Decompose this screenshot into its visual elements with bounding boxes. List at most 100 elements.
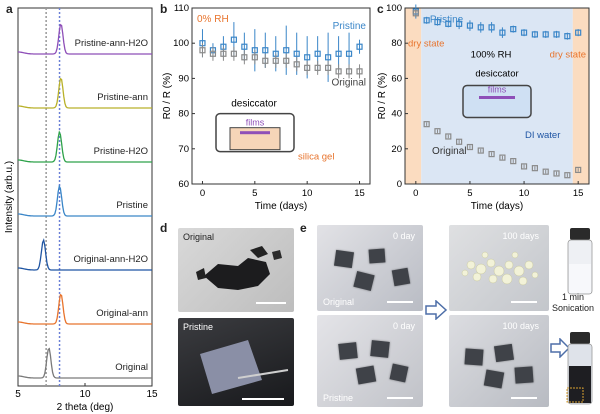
data-point xyxy=(335,50,342,57)
xrd-series-line xyxy=(18,23,152,55)
desiccator-box xyxy=(215,112,295,153)
data-point xyxy=(314,64,321,71)
y-tick-label: 20 xyxy=(391,144,402,155)
y-tick-label: 80 xyxy=(178,109,189,120)
data-point xyxy=(542,168,549,175)
series-label: Pristine-ann xyxy=(97,92,148,103)
data-point xyxy=(575,166,582,174)
xrd-series-line xyxy=(18,238,152,271)
photo-original-flakes: Original xyxy=(178,228,294,312)
y-tick-label: 80 xyxy=(391,38,402,49)
film-graphic xyxy=(200,340,289,394)
data-point xyxy=(356,68,363,75)
data-point xyxy=(356,43,363,50)
plot-frame xyxy=(191,7,371,185)
day-label: 100 days xyxy=(502,231,539,241)
data-point xyxy=(456,20,463,27)
data-point xyxy=(293,61,300,68)
day-label: 0 day xyxy=(392,231,415,241)
data-point xyxy=(445,133,452,140)
data-point xyxy=(575,29,582,36)
data-point xyxy=(325,64,332,71)
data-point xyxy=(531,31,538,38)
data-point xyxy=(325,54,332,61)
data-point xyxy=(466,143,474,151)
y-tick-label: 40 xyxy=(391,109,402,120)
y-axis-label: R0 / R (%) xyxy=(162,73,173,120)
day-label: 0 day xyxy=(392,321,415,331)
x-tick-label: 10 xyxy=(519,188,530,199)
data-point xyxy=(434,18,441,26)
scale-bar xyxy=(511,397,537,399)
film-bar xyxy=(240,131,270,135)
data-point xyxy=(230,36,237,43)
data-point xyxy=(412,10,419,17)
series-label: Pristine xyxy=(333,21,367,32)
xrd-series-line xyxy=(18,293,152,325)
data-point xyxy=(304,64,311,71)
x-tick-label: 15 xyxy=(573,188,584,199)
y-axis-label: R0 / R (%) xyxy=(377,73,388,120)
data-point xyxy=(466,22,474,29)
data-point xyxy=(283,47,290,54)
xrd-series-line xyxy=(18,347,152,379)
inset-label: films xyxy=(488,84,507,94)
vial-time-label: 1 min xyxy=(561,292,584,302)
y-tick-label: 100 xyxy=(386,3,402,14)
inset-label: films xyxy=(246,118,265,128)
xrd-series-line xyxy=(18,77,152,109)
data-point xyxy=(520,163,528,170)
flakes-graphic xyxy=(461,251,539,286)
data-point xyxy=(272,57,279,64)
data-point xyxy=(510,26,517,33)
inset-label: desiccator xyxy=(475,69,518,80)
x-axis-label: Time (days) xyxy=(255,201,307,212)
x-tick-label: 15 xyxy=(146,389,158,400)
series-label: Pristine-ann-H2O xyxy=(75,38,148,49)
y-axis-label: Intensity (arb.u.) xyxy=(4,161,15,233)
flakes-graphic xyxy=(196,246,282,290)
data-point xyxy=(553,31,560,38)
photo-label-original: Original xyxy=(183,232,215,242)
y-tick-label: 60 xyxy=(178,179,189,190)
x-tick-label: 5 xyxy=(252,188,257,199)
panel-letter-c: c xyxy=(377,2,384,16)
panel-letter-e: e xyxy=(300,221,307,235)
dry-region xyxy=(405,8,422,184)
vial-dispersion xyxy=(566,332,593,405)
x-axis-label: Time (days) xyxy=(471,201,523,212)
scale-bar xyxy=(387,301,413,303)
data-point xyxy=(456,138,463,145)
y-tick-label: 60 xyxy=(391,73,402,84)
data-point xyxy=(531,165,538,172)
data-point xyxy=(230,50,237,57)
xrd-series-line xyxy=(18,130,152,163)
data-point xyxy=(241,54,248,61)
data-point xyxy=(423,121,430,128)
condition-label: dry state xyxy=(550,49,586,60)
x-tick-label: 0 xyxy=(413,188,418,199)
y-tick-label: 110 xyxy=(174,3,189,14)
series-label: Pristine-H2O xyxy=(94,146,148,157)
desiccator-box xyxy=(462,84,532,119)
x-axis-label: 2 theta (deg) xyxy=(57,402,114,413)
data-point xyxy=(510,158,517,165)
data-point xyxy=(564,172,571,179)
data-point xyxy=(499,29,506,36)
series-label: Original-ann xyxy=(96,308,148,319)
y-tick-label: 100 xyxy=(173,38,189,49)
data-point xyxy=(251,54,258,61)
condition-label: 100% RH xyxy=(471,49,512,60)
data-point xyxy=(262,57,269,64)
dry-region xyxy=(572,8,589,184)
series-label: Original xyxy=(432,146,466,157)
day-label: 100 days xyxy=(502,321,539,331)
x-tick-label: 5 xyxy=(15,389,21,400)
data-point xyxy=(199,47,206,54)
series-label: Original-ann-H2O xyxy=(74,254,148,265)
panel-letter-b: b xyxy=(160,2,168,16)
data-point xyxy=(293,50,300,57)
photo-original-100days: 100 days xyxy=(449,225,549,311)
y-tick-label: 0 xyxy=(397,179,402,190)
x-tick-label: 5 xyxy=(467,188,472,199)
